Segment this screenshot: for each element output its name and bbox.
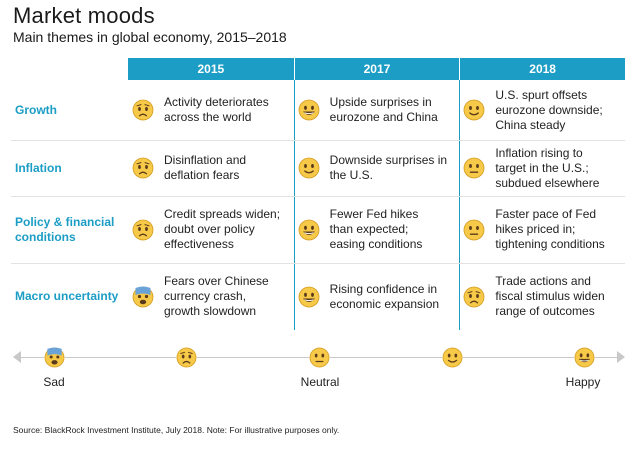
neutral-face-icon [463, 219, 485, 241]
table-cell: Fewer Fed hikes than expected; easing co… [294, 196, 460, 263]
row-divider [11, 263, 625, 264]
column-header-2018: 2018 [459, 58, 625, 80]
cell-text: Fears over Chinese currency crash, growt… [164, 274, 269, 318]
scale-label-neutral: Neutral [300, 375, 340, 389]
cell-text: Upside surprises in eurozone and China [329, 95, 438, 124]
scale-arrow-left-icon [13, 351, 21, 363]
table-header: 2015 2017 2018 [128, 58, 625, 80]
scale-worried-face-icon [176, 347, 197, 368]
table-cell: Fears over Chinese currency crash, growt… [128, 263, 294, 330]
cell-text: Rising confidence in economic expansion [329, 281, 440, 311]
column-divider [459, 80, 461, 330]
row-divider [11, 140, 625, 141]
scale-label-sad: Sad [43, 375, 65, 389]
scale-arrow-right-icon [617, 351, 625, 363]
cell-text: Credit spreads widen; doubt over policy … [164, 207, 281, 251]
worried-face-icon [463, 286, 485, 308]
chart-title: Market moods [13, 3, 155, 28]
cell-text: Activity deteriorates across the world [164, 95, 269, 124]
table-cell: U.S. spurt offsets eurozone downside; Ch… [459, 80, 625, 140]
grin-face-icon [298, 286, 320, 308]
fearful-face-icon [132, 286, 154, 308]
neutral-face-icon [463, 157, 485, 179]
row-label: Policy & financial conditions [15, 214, 115, 244]
row-label: Inflation [15, 160, 62, 175]
table-cell: Upside surprises in eurozone and China [294, 80, 460, 140]
worried-face-icon [132, 99, 154, 121]
column-divider [293, 80, 295, 330]
source-note: Source: BlackRock Investment Institute, … [13, 425, 340, 435]
cell-text: Inflation rising to target in the U.S.; … [495, 145, 600, 190]
scale-label-happy: Happy [565, 375, 601, 389]
grin-face-icon [298, 219, 320, 241]
worried-face-icon [132, 157, 154, 179]
table-cell: Inflation rising to target in the U.S.; … [459, 140, 625, 196]
scale-neutral-face-icon [309, 347, 330, 368]
row-label: Growth [15, 102, 57, 117]
mood-scale: Sad Neutral Happy [13, 344, 625, 394]
grin-face-icon [298, 99, 320, 121]
table-cell: Credit spreads widen; doubt over policy … [128, 196, 294, 263]
table-cell: Disinflation and deflation fears [128, 140, 294, 196]
chart-subtitle: Main themes in global economy, 2015–2018 [13, 29, 287, 45]
cell-text: Faster pace of Fed hikes priced in; tigh… [495, 207, 605, 251]
cell-text: Downside surprises in the U.S. [329, 153, 448, 182]
row-label: Macro uncertainty [15, 289, 119, 303]
worried-face-icon [132, 219, 154, 241]
table-cell: Rising confidence in economic expansion [294, 263, 460, 330]
scale-grin-face-icon [574, 347, 595, 368]
slight-smile-face-icon [298, 157, 320, 179]
column-header-2017: 2017 [293, 58, 460, 80]
column-header-2015: 2015 [197, 62, 225, 76]
mood-table: 2015 2017 2018 Growth Activity deteriorat… [11, 58, 625, 330]
cell-text: Fewer Fed hikes than expected; easing co… [329, 207, 423, 251]
table-cell: Activity deteriorates across the world [128, 80, 294, 140]
table-cell: Faster pace of Fed hikes priced in; tigh… [459, 196, 625, 263]
cell-text: U.S. spurt offsets eurozone downside; Ch… [495, 87, 603, 132]
table-cell: Downside surprises in the U.S. [294, 140, 460, 196]
scale-fearful-face-icon [44, 347, 65, 368]
table-cell: Trade actions and fiscal stimulus widen … [459, 263, 625, 330]
cell-text: Disinflation and deflation fears [164, 153, 247, 182]
slight-smile-face-icon [463, 99, 485, 121]
cell-text: Trade actions and fiscal stimulus widen … [495, 274, 605, 318]
scale-slight-smile-face-icon [442, 347, 463, 368]
row-divider [11, 196, 625, 197]
